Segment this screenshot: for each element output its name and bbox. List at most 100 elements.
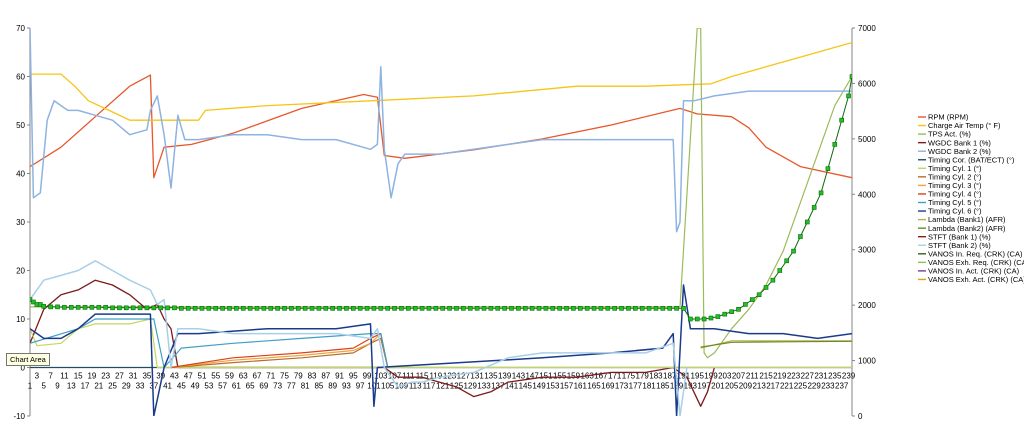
marker-point (89, 305, 95, 310)
x-tick-label: 105 (381, 382, 395, 391)
x-tick-label: 27 (115, 372, 124, 381)
left-tick-label: -10 (13, 412, 25, 421)
marker-point (791, 248, 796, 254)
marker-point (330, 306, 335, 311)
marker-point (364, 306, 370, 311)
x-tick-label: 155 (553, 372, 567, 381)
marker-point (756, 292, 762, 298)
marker-point (275, 306, 280, 311)
x-tick-label: 147 (525, 372, 539, 381)
marker-point (660, 306, 666, 311)
legend-label: Lambda (Bank1) (AFR) (928, 215, 1006, 224)
x-tick-label: 131 (470, 372, 484, 381)
x-tick-label: 81 (301, 382, 310, 391)
x-tick-label: 125 (450, 382, 464, 391)
series-line-11 (30, 284, 852, 416)
marker-point (254, 306, 260, 311)
x-tick-label: 79 (294, 372, 303, 381)
x-tick-label: 121 (436, 382, 450, 391)
x-tick-label: 33 (136, 382, 145, 391)
marker-point (433, 306, 439, 311)
legend-label: Timing Cyl. 2 (°) (928, 172, 982, 181)
marker-point (240, 306, 246, 311)
marker-point (557, 306, 562, 311)
x-tick-label: 85 (314, 382, 323, 391)
marker-point (199, 306, 205, 311)
marker-point (75, 305, 81, 310)
x-tick-label: 5 (42, 382, 47, 391)
marker-point (323, 306, 329, 311)
left-tick-label: 10 (16, 315, 25, 324)
x-tick-label: 41 (163, 382, 172, 391)
x-tick-label: 75 (280, 372, 289, 381)
marker-point (694, 316, 700, 322)
legend-label: RPM (RPM) (928, 113, 969, 122)
legend-label: Charge Air Temp (° F) (928, 121, 1001, 130)
x-tick-label: 67 (253, 372, 262, 381)
marker-point (818, 190, 824, 196)
legend-label: Timing Cyl. 6 (°) (928, 207, 982, 216)
x-tick-label: 219 (773, 372, 787, 381)
x-tick-label: 51 (198, 372, 207, 381)
legend-label: VANOS Exh. Req. (CRK) (CA) (928, 258, 1024, 267)
marker-point (646, 306, 652, 311)
x-tick-label: 221 (780, 382, 794, 391)
x-tick-label: 211 (746, 372, 759, 381)
x-tick-label: 133 (477, 382, 491, 391)
marker-point (144, 305, 150, 311)
series-line-4 (30, 28, 852, 233)
marker-point (832, 142, 838, 147)
x-tick-label: 119 (429, 372, 442, 381)
x-tick-label: 63 (239, 372, 248, 381)
series-line-2 (30, 28, 852, 359)
x-tick-label: 101 (367, 382, 381, 391)
marker-point (316, 306, 322, 311)
x-tick-label: 113 (409, 382, 422, 391)
marker-point (495, 306, 501, 311)
marker-point (192, 306, 198, 311)
marker-point (715, 314, 721, 319)
x-tick-label: 89 (328, 382, 337, 391)
x-tick-label: 177 (629, 382, 643, 391)
legend: RPM (RPM)Charge Air Temp (° F)TPS Act. (… (918, 113, 1024, 284)
marker-point (48, 304, 53, 310)
x-tick-label: 203 (718, 372, 732, 381)
x-tick-label: 127 (457, 372, 471, 381)
x-tick-label: 217 (766, 382, 780, 391)
x-tick-label: 169 (601, 382, 615, 391)
x-tick-label: 171 (608, 372, 622, 381)
x-tick-label: 45 (177, 382, 186, 391)
marker-point (681, 306, 686, 311)
x-tick-label: 93 (342, 382, 351, 391)
series-line-15 (30, 260, 688, 416)
marker-point (117, 305, 122, 311)
left-tick-label: 60 (16, 73, 25, 82)
legend-label: Timing Cyl. 3 (°) (928, 181, 982, 190)
marker-point (96, 305, 102, 310)
right-tick-label: 5000 (858, 135, 876, 144)
marker-point (674, 306, 679, 311)
right-tick-label: 3000 (858, 246, 876, 255)
marker-point (309, 306, 315, 311)
marker-point (667, 306, 673, 311)
marker-point (206, 306, 212, 311)
x-tick-label: 183 (649, 372, 663, 381)
marker-point (357, 306, 363, 311)
marker-point (770, 277, 776, 283)
x-tick-label: 39 (156, 372, 165, 381)
x-tick-label: 53 (204, 382, 213, 391)
marker-point (516, 306, 521, 311)
x-tick-label: 159 (567, 372, 581, 381)
legend-label: Timing Cyl. 5 (°) (928, 198, 982, 207)
x-tick-label: 97 (356, 382, 365, 391)
x-tick-label: 143 (512, 372, 526, 381)
x-tick-label: 61 (232, 382, 241, 391)
marker-point (55, 304, 60, 310)
left-tick-label: 50 (16, 121, 25, 130)
legend-label: WGDC Bank 2 (%) (928, 147, 991, 156)
marker-point (82, 305, 88, 310)
marker-point (31, 299, 36, 305)
marker-point (722, 311, 728, 317)
legend-label: Timing Cyl. 4 (°) (928, 190, 982, 199)
